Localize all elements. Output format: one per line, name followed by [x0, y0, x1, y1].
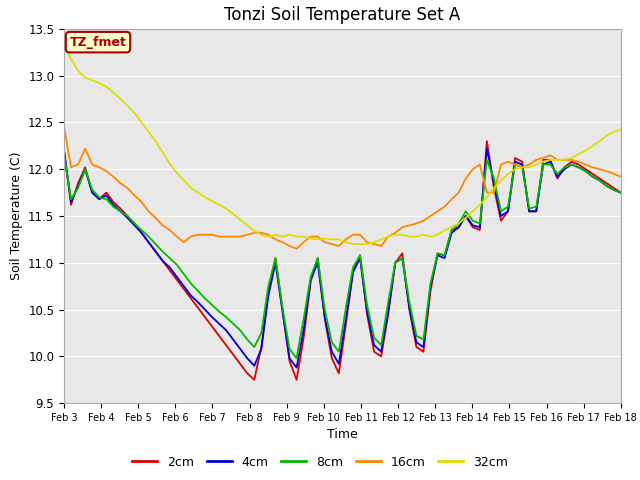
4cm: [60, 148, 68, 154]
32cm: [406, 234, 413, 240]
32cm: [561, 157, 568, 163]
16cm: [448, 196, 456, 202]
4cm: [406, 305, 413, 311]
Line: 4cm: 4cm: [64, 149, 621, 368]
32cm: [349, 241, 357, 247]
2cm: [568, 159, 575, 165]
2cm: [314, 255, 321, 261]
16cm: [399, 224, 406, 230]
4cm: [448, 230, 456, 236]
2cm: [483, 138, 491, 144]
4cm: [427, 283, 435, 289]
4cm: [568, 162, 575, 168]
8cm: [406, 299, 413, 305]
Line: 32cm: 32cm: [64, 46, 621, 244]
Line: 2cm: 2cm: [64, 141, 621, 380]
Legend: 2cm, 4cm, 8cm, 16cm, 32cm: 2cm, 4cm, 8cm, 16cm, 32cm: [127, 451, 513, 474]
16cm: [617, 174, 625, 180]
32cm: [399, 232, 406, 238]
4cm: [399, 255, 406, 261]
32cm: [427, 234, 435, 240]
8cm: [448, 227, 456, 233]
4cm: [617, 190, 625, 195]
2cm: [427, 288, 435, 294]
16cm: [60, 124, 68, 130]
8cm: [60, 152, 68, 158]
16cm: [292, 246, 300, 252]
8cm: [314, 255, 321, 261]
Text: TZ_fmet: TZ_fmet: [70, 36, 127, 48]
2cm: [60, 148, 68, 154]
X-axis label: Time: Time: [327, 429, 358, 442]
Y-axis label: Soil Temperature (C): Soil Temperature (C): [10, 152, 22, 280]
16cm: [406, 222, 413, 228]
8cm: [617, 190, 625, 195]
2cm: [399, 251, 406, 256]
Line: 16cm: 16cm: [64, 127, 621, 249]
Title: Tonzi Soil Temperature Set A: Tonzi Soil Temperature Set A: [224, 6, 461, 24]
32cm: [617, 127, 625, 133]
4cm: [314, 260, 321, 265]
8cm: [427, 280, 435, 286]
2cm: [406, 307, 413, 312]
8cm: [399, 255, 406, 261]
4cm: [292, 365, 300, 371]
8cm: [561, 165, 568, 170]
16cm: [561, 157, 568, 163]
32cm: [307, 236, 314, 241]
16cm: [314, 234, 321, 240]
Line: 8cm: 8cm: [64, 155, 621, 358]
32cm: [60, 43, 68, 48]
2cm: [448, 227, 456, 233]
8cm: [292, 355, 300, 361]
2cm: [250, 377, 258, 383]
4cm: [483, 146, 491, 152]
2cm: [617, 190, 625, 195]
32cm: [448, 224, 456, 230]
16cm: [427, 213, 435, 219]
